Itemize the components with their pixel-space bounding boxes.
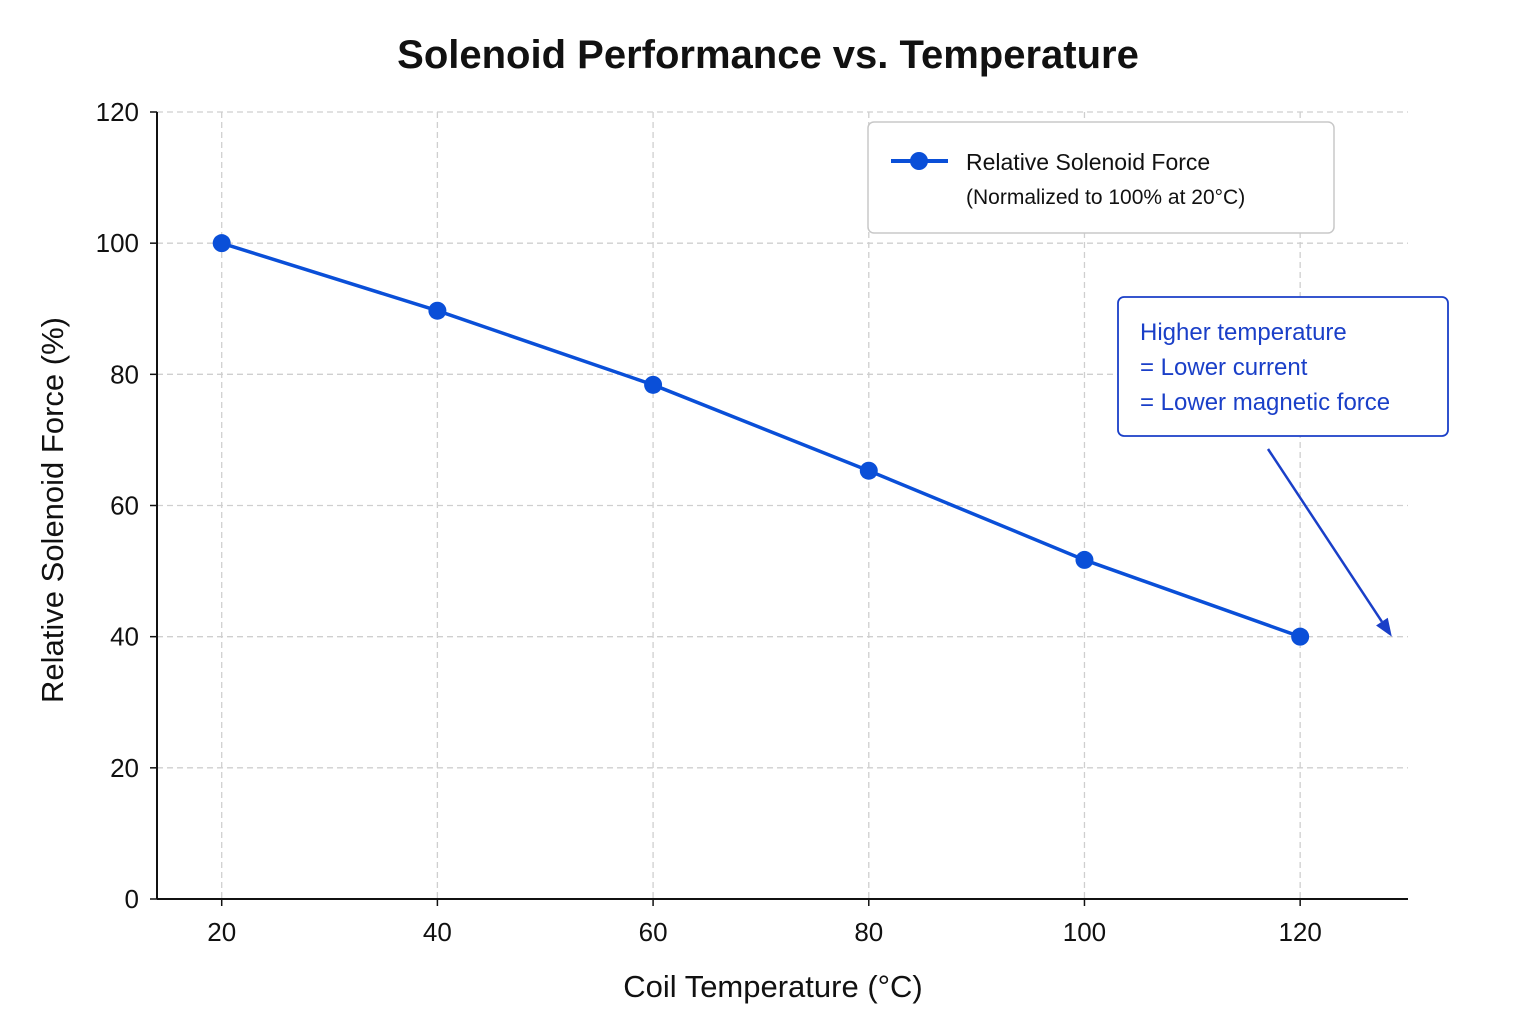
legend-sublabel: (Normalized to 100% at 20°C) <box>966 186 1245 209</box>
y-tick-label: 40 <box>110 622 139 652</box>
data-point <box>644 375 663 394</box>
y-tick-label: 20 <box>110 753 139 783</box>
x-tick-label: 120 <box>1278 917 1321 947</box>
annotation-line-1: Higher temperature <box>1140 319 1347 346</box>
annotation-box <box>1117 296 1449 437</box>
legend-box <box>867 121 1335 234</box>
x-tick-label: 20 <box>207 917 236 947</box>
chart-title: Solenoid Performance vs. Temperature <box>397 33 1139 77</box>
annotation: Higher temperature = Lower current = Low… <box>1117 296 1449 637</box>
data-point <box>1291 627 1310 646</box>
y-axis-label: Relative Solenoid Force (%) <box>35 317 70 703</box>
data-point <box>1075 550 1094 569</box>
series-relative-solenoid-force <box>212 234 1310 646</box>
legend-marker-swatch <box>910 152 928 170</box>
x-tick-label: 100 <box>1063 917 1106 947</box>
x-tick-label: 40 <box>423 917 452 947</box>
y-tick-label: 80 <box>110 359 139 389</box>
annotation-line-2: = Lower current <box>1140 354 1308 381</box>
y-tick-label: 120 <box>96 97 139 127</box>
y-tick-label: 0 <box>125 884 139 914</box>
series-line <box>221 241 1301 639</box>
annotation-line-3: = Lower magnetic force <box>1140 389 1390 416</box>
annotation-arrowhead <box>1376 617 1392 637</box>
data-point <box>428 301 447 320</box>
annotation-arrow <box>1266 448 1383 623</box>
data-point <box>859 461 878 480</box>
axes: 20 40 60 80 100 120 0 20 40 60 80 100 120 <box>96 97 1408 947</box>
x-axis-label: Coil Temperature (°C) <box>623 969 923 1004</box>
legend-label: Relative Solenoid Force <box>966 149 1210 175</box>
legend: Relative Solenoid Force (Normalized to 1… <box>867 121 1335 234</box>
x-tick-label: 80 <box>854 917 883 947</box>
y-tick-label: 60 <box>110 491 139 521</box>
y-tick-label: 100 <box>96 228 139 258</box>
data-point <box>212 234 231 253</box>
x-tick-label: 60 <box>639 917 668 947</box>
